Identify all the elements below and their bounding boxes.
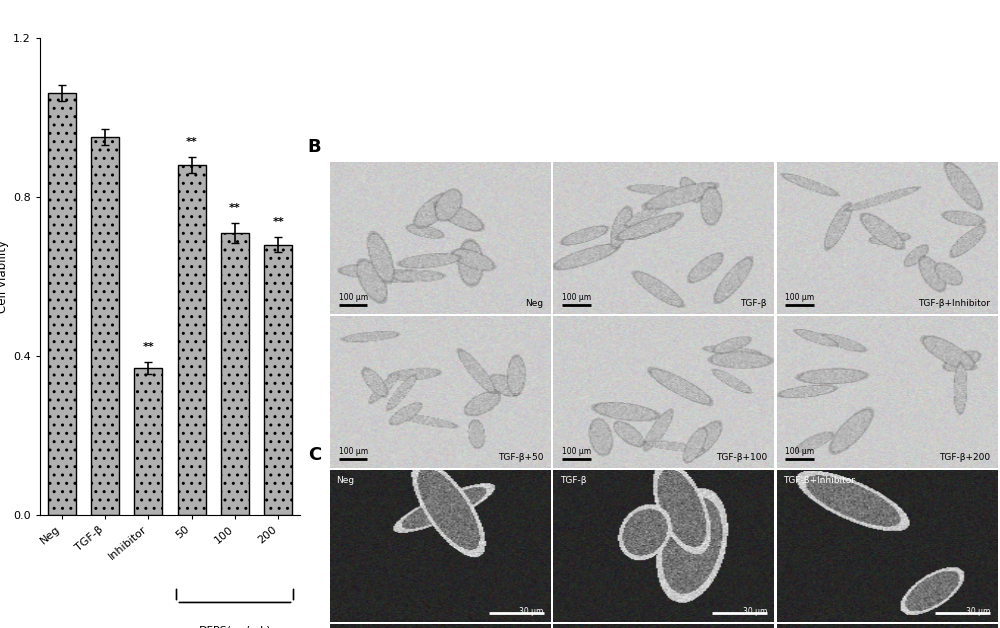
Text: TGF-β+50: TGF-β+50 [498,453,544,462]
Text: 30 μm: 30 μm [966,607,990,615]
Text: 100 μm: 100 μm [785,447,815,456]
Text: 100 μm: 100 μm [339,447,368,456]
Text: 100 μm: 100 μm [562,293,591,302]
Text: **: ** [272,217,284,227]
Text: B: B [308,138,321,156]
Bar [91,137,119,515]
Bar [134,368,162,515]
Text: 30 μm: 30 μm [743,607,767,615]
Text: TGF-β+200: TGF-β+200 [939,453,990,462]
Text: Neg: Neg [337,476,355,485]
Text: TGF-β+Inhibitor: TGF-β+Inhibitor [918,299,990,308]
Y-axis label: Cell viability: Cell viability [0,240,9,313]
Text: **: ** [229,203,241,213]
Text: TGF-β+Inhibitor: TGF-β+Inhibitor [783,476,855,485]
Text: C: C [308,446,321,463]
Text: **: ** [186,137,198,147]
Bar [221,232,249,515]
Text: Neg: Neg [526,299,544,308]
Text: TGF-β: TGF-β [741,299,767,308]
Bar [48,94,76,515]
Text: 100 μm: 100 μm [339,293,368,302]
Text: 30 μm: 30 μm [519,607,544,615]
Text: **: ** [142,342,154,352]
Bar [264,244,292,515]
Text: 100 μm: 100 μm [785,293,815,302]
Text: DFPS(ug/mL): DFPS(ug/mL) [199,626,271,628]
Text: TGF-β: TGF-β [560,476,586,485]
Text: 100 μm: 100 μm [562,447,591,456]
Text: TGF-β+100: TGF-β+100 [716,453,767,462]
Bar [178,165,206,515]
